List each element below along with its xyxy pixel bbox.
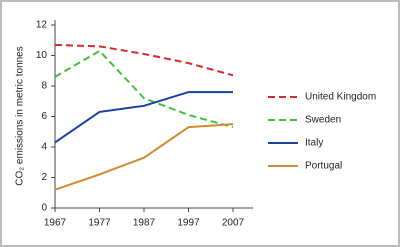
y-tick-label: 6 [41, 111, 47, 122]
legend-label: United Kingdom [305, 92, 376, 103]
x-tick-label: 1977 [88, 218, 111, 229]
series-line [54, 123, 234, 191]
series-line [54, 49, 234, 129]
y-tick-label: 4 [41, 142, 47, 153]
y-tick-label: 10 [36, 50, 48, 61]
y-axis-label: CO₂ emissions in metric tonnes [15, 46, 26, 185]
y-tick-label: 2 [41, 172, 47, 183]
x-tick-label: 2007 [222, 218, 245, 229]
legend-label: Portugal [305, 161, 342, 172]
y-tick-label: 12 [36, 20, 48, 31]
y-tick-label: 0 [41, 203, 47, 214]
legend-label: Italy [305, 138, 323, 149]
y-tick-label: 8 [41, 81, 47, 92]
legend-label: Sweden [305, 115, 341, 126]
x-tick-label: 1987 [133, 218, 156, 229]
x-tick-label: 1967 [44, 218, 67, 229]
x-tick-label: 1997 [177, 218, 200, 229]
series-line [54, 43, 234, 77]
series-line [54, 91, 233, 144]
